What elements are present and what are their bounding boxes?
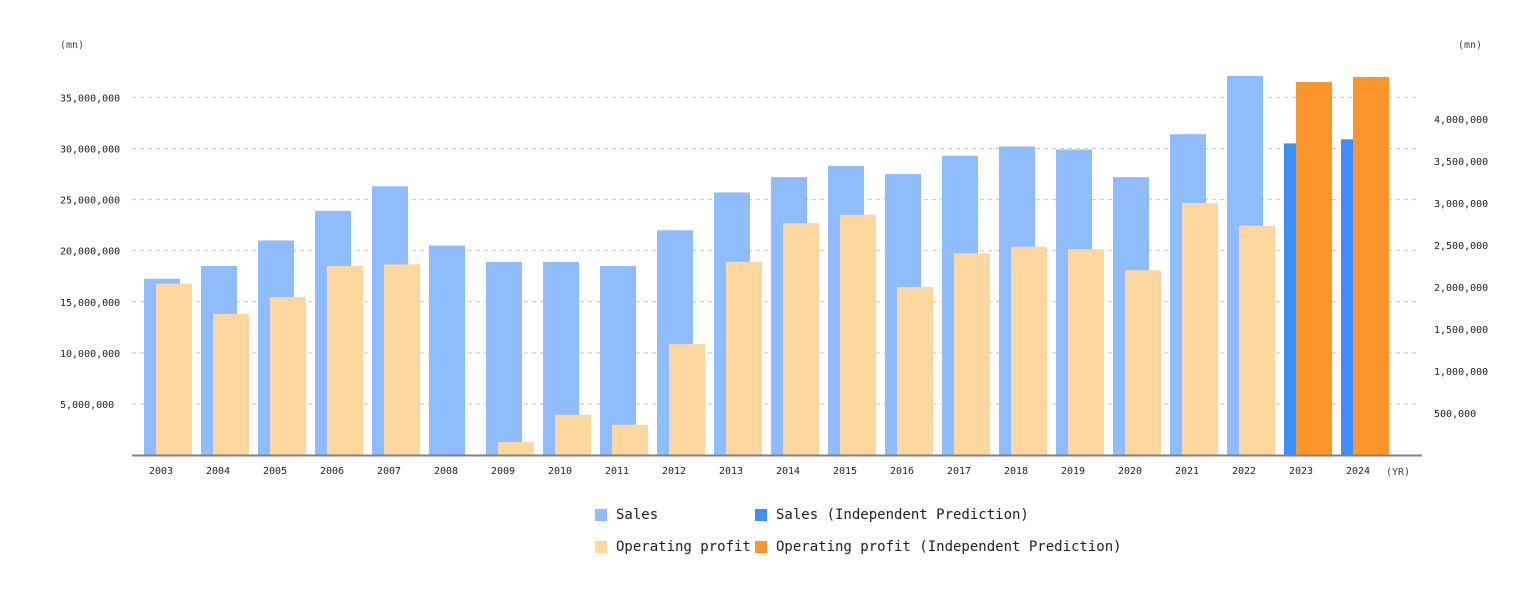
right-tick-label: 1,500,000 [1434, 325, 1488, 336]
bar-operating-profit-2012 [669, 344, 705, 455]
legend-swatch-operating-profit [595, 541, 607, 553]
bar-operating-profit-2017 [954, 253, 990, 455]
legend-label: Operating profit [616, 539, 751, 555]
right-tick-label: 2,500,000 [1434, 241, 1488, 252]
left-tick-label: 30,000,000 [60, 145, 120, 156]
legend-item-sales-prediction[interactable]: Sales (Independent Prediction) [755, 507, 1029, 523]
x-tick-label: 2005 [263, 466, 287, 477]
x-tick-label: 2006 [320, 466, 344, 477]
x-tick-label: 2021 [1175, 466, 1199, 477]
x-tick-label: 2008 [434, 466, 458, 477]
x-tick-label: 2020 [1118, 466, 1142, 477]
right-tick-label: 2,000,000 [1434, 283, 1488, 294]
legend-swatch-operating-profit-prediction [755, 541, 767, 553]
x-tick-label: 2022 [1232, 466, 1256, 477]
bar-operating-profit-2022 [1239, 225, 1275, 455]
bar-operating-profit-2003 [156, 283, 192, 455]
bar-operating-profit-2014 [783, 223, 819, 455]
bar-operating-profit-2018 [1011, 246, 1047, 455]
x-tick-label: 2004 [206, 466, 230, 477]
bar-operating-profit-2019 [1068, 249, 1104, 455]
right-axis-unit: (mn) [1458, 40, 1482, 51]
legend-item-operating-profit[interactable]: Operating profit [595, 539, 751, 555]
left-axis-unit: (mn) [60, 40, 84, 51]
left-tick-label: 15,000,000 [60, 298, 120, 309]
bar-operating-profit-2010 [555, 414, 591, 455]
bar-operating-profit-2007 [384, 264, 420, 455]
left-tick-label: 10,000,000 [60, 349, 120, 360]
x-tick-label: 2019 [1061, 466, 1085, 477]
x-tick-label: 2009 [491, 466, 515, 477]
bar-operating-profit-2013 [726, 261, 762, 455]
bar-sales-2008 [429, 245, 465, 455]
bar-operating-profit-2005 [270, 297, 306, 455]
left-tick-label: 35,000,000 [60, 93, 120, 104]
x-tick-label: 2018 [1004, 466, 1028, 477]
bar-operating-profit-2015 [840, 214, 876, 455]
bar-operating-profit-2020 [1125, 270, 1161, 455]
bar-operating-profit-independent-prediction-2023 [1296, 82, 1332, 455]
bar-operating-profit-2021 [1182, 203, 1218, 455]
bar-operating-profit-2016 [897, 287, 933, 455]
x-tick-label: 2015 [833, 466, 857, 477]
legend-item-operating-profit-prediction[interactable]: Operating profit (Independent Prediction… [755, 539, 1122, 555]
right-tick-label: 3,500,000 [1434, 157, 1488, 168]
legend-swatch-sales [595, 509, 607, 521]
bar-operating-profit-2004 [213, 313, 249, 455]
bar-operating-profit-2009 [498, 441, 534, 455]
x-tick-label: 2016 [890, 466, 914, 477]
x-tick-label: 2007 [377, 466, 401, 477]
x-tick-label: 2013 [719, 466, 743, 477]
left-tick-label: 5,000,000 [60, 400, 114, 411]
x-axis-unit: (YR) [1386, 467, 1410, 478]
right-tick-label: 4,000,000 [1434, 115, 1488, 126]
left-tick-label: 25,000,000 [60, 196, 120, 207]
legend-label: Sales [616, 507, 659, 523]
left-tick-label: 20,000,000 [60, 247, 120, 258]
x-tick-label: 2011 [605, 466, 629, 477]
x-tick-label: 2014 [776, 466, 800, 477]
right-tick-label: 3,000,000 [1434, 199, 1488, 210]
legend-swatch-sales-prediction [755, 509, 767, 521]
x-tick-label: 2024 [1346, 466, 1370, 477]
legend-item-sales[interactable]: Sales [595, 507, 658, 523]
bar-sales-2009 [486, 261, 522, 455]
right-tick-label: 500,000 [1434, 409, 1476, 420]
bar-operating-profit-2011 [612, 424, 648, 455]
right-tick-label: 1,000,000 [1434, 367, 1488, 378]
x-tick-label: 2003 [149, 466, 173, 477]
bar-operating-profit-independent-prediction-2024 [1353, 77, 1389, 455]
bar-operating-profit-2006 [327, 266, 363, 455]
x-tick-label: 2017 [947, 466, 971, 477]
legend-label: Sales (Independent Prediction) [776, 507, 1029, 523]
x-tick-label: 2012 [662, 466, 686, 477]
x-tick-label: 2010 [548, 466, 572, 477]
legend-label: Operating profit (Independent Prediction… [776, 539, 1122, 555]
bar-sales-2011 [600, 266, 636, 455]
x-tick-label: 2023 [1289, 466, 1313, 477]
